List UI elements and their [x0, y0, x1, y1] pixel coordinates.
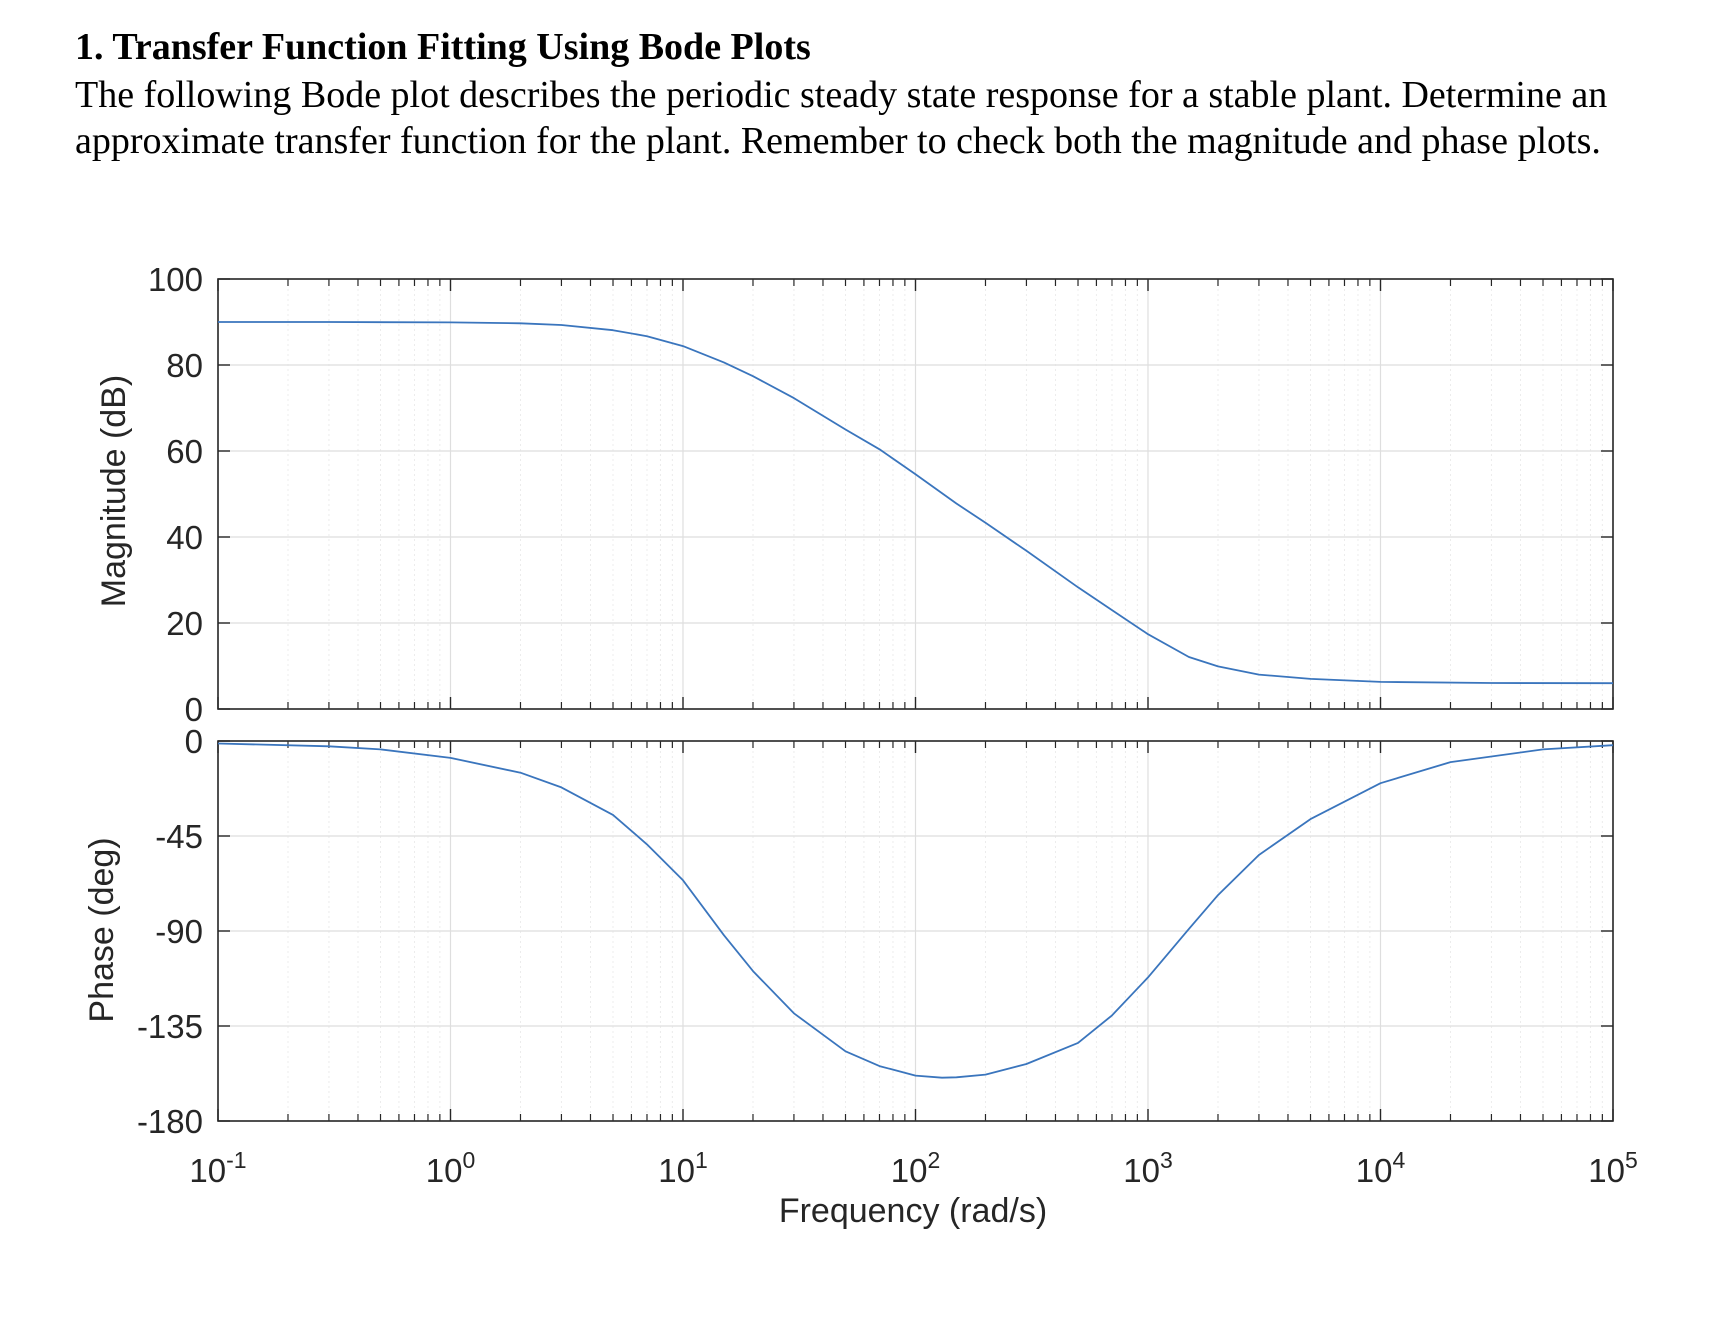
x-tick-label: 102	[891, 1147, 941, 1189]
y-tick-label: -45	[155, 818, 203, 855]
y-tick-label: -180	[137, 1103, 203, 1140]
x-tick-label: 104	[1356, 1147, 1406, 1189]
y-tick-label: 80	[166, 347, 203, 384]
y-tick-label: -90	[155, 913, 203, 950]
phase-panel: -180 -135 -90 -45 0	[137, 723, 1614, 1140]
magnitude-y-axis-label: Magnitude (dB)	[95, 375, 133, 607]
problem-text: 1. Transfer Function Fitting Using Bode …	[75, 22, 1675, 164]
y-tick-label: 0	[185, 723, 203, 760]
x-axis-label: Frequency (rad/s)	[779, 1192, 1047, 1230]
phase-curve	[217, 742, 1614, 1079]
y-tick-label: 40	[166, 519, 203, 556]
y-tick-label: 0	[185, 691, 203, 728]
magnitude-panel: 0 20 40 60 80 100	[148, 261, 1614, 728]
y-tick-label: -135	[137, 1008, 203, 1045]
problem-statement: The following Bode plot describes the pe…	[75, 74, 1608, 162]
x-tick-labels: 10-1 100 101 102 103 104 105	[189, 1147, 1637, 1189]
x-tick-label: 103	[1123, 1147, 1173, 1189]
y-tick-label: 100	[148, 261, 203, 298]
x-tick-label: 101	[658, 1147, 708, 1189]
x-tick-label: 105	[1588, 1147, 1638, 1189]
axes-box	[217, 740, 1614, 1122]
y-tick-label: 20	[166, 605, 203, 642]
x-tick-label: 10-1	[189, 1147, 246, 1189]
y-tick-label: 60	[166, 433, 203, 470]
problem-heading: 1. Transfer Function Fitting Using Bode …	[75, 26, 811, 68]
magnitude-curve	[218, 321, 1614, 685]
axes-box	[217, 278, 1614, 710]
phase-y-axis-label: Phase (deg)	[83, 837, 121, 1022]
x-tick-label: 100	[426, 1147, 476, 1189]
